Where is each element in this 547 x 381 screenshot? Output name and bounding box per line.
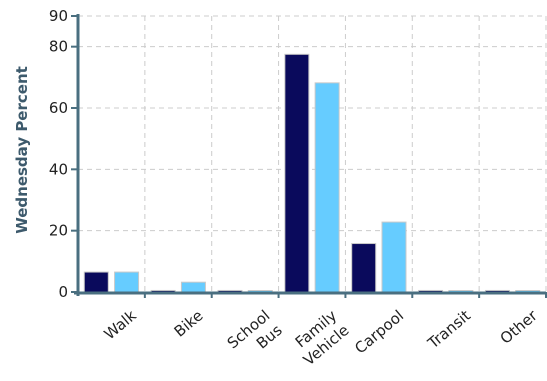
x-category-label: Transit <box>424 306 474 352</box>
y-tick-label: 90 <box>49 7 68 25</box>
bars <box>83 53 541 293</box>
x-category-label: Bike <box>171 306 207 340</box>
y-tick-label: 40 <box>49 160 68 178</box>
x-category-label-line: Bike <box>171 306 207 340</box>
y-tick-label: 20 <box>49 222 68 240</box>
bar <box>114 271 140 293</box>
grid-lines <box>78 15 547 292</box>
y-tick-label: 0 <box>58 283 68 301</box>
bar <box>83 271 109 293</box>
bar <box>381 221 407 293</box>
x-category-label-line: Other <box>497 306 542 348</box>
x-category-label-line: Carpool <box>351 306 407 357</box>
x-category-label-line: Walk <box>101 306 140 343</box>
x-category-label: Walk <box>101 306 140 343</box>
y-tick-labels: 0 20 40 60 80 90 <box>49 7 68 301</box>
y-axis-title: Wednesday Percent <box>13 66 31 234</box>
axes <box>71 14 547 298</box>
y-tick-label: 60 <box>49 99 68 117</box>
x-category-label: Carpool <box>351 306 407 357</box>
x-category-label-line: Transit <box>424 306 474 352</box>
bar <box>284 53 310 293</box>
bar <box>314 82 340 293</box>
bar <box>180 281 206 293</box>
y-tick-label: 80 <box>49 38 68 56</box>
x-category-label: Other <box>497 306 542 348</box>
bar <box>351 243 377 293</box>
